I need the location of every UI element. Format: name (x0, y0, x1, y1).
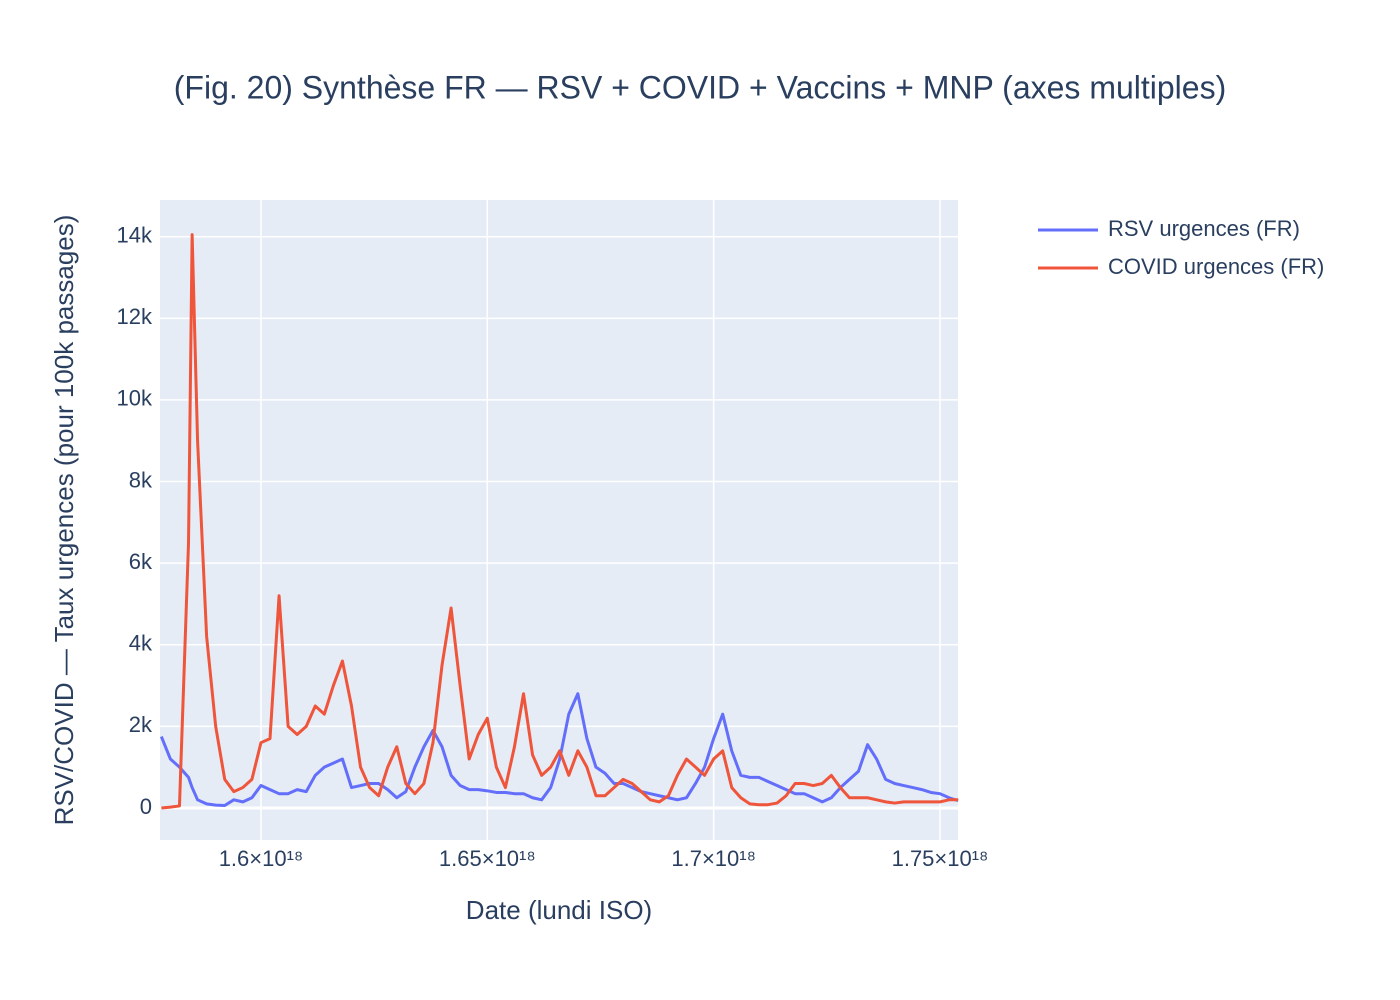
lines (159, 233, 959, 810)
y-tick-label: 4k (129, 631, 153, 656)
x-axis-title: Date (lundi ISO) (466, 895, 652, 925)
y-tick-label: 2k (129, 712, 153, 737)
y-tick-label: 8k (129, 467, 153, 492)
y-tick-label: 10k (117, 386, 153, 411)
legend-label: COVID urgences (FR) (1108, 254, 1324, 279)
y-tick-label: 6k (129, 549, 153, 574)
y-tick-label: 0 (140, 794, 152, 819)
y-axis-title: RSV/COVID — Taux urgences (pour 100k pas… (49, 215, 79, 826)
legend: RSV urgences (FR) COVID urgences (FR) (1038, 216, 1324, 279)
x-tick-label: 1.75×10¹⁸ (892, 846, 989, 871)
legend-label: RSV urgences (FR) (1108, 216, 1300, 241)
y-tick-label: 14k (117, 223, 153, 248)
plot-area (160, 200, 958, 840)
series-line (161, 233, 959, 810)
x-tick-label: 1.6×10¹⁸ (219, 846, 304, 871)
chart-title: (Fig. 20) Synthèse FR — RSV + COVID + Va… (174, 69, 1226, 105)
series-line (159, 692, 959, 808)
grid (160, 200, 958, 840)
y-tick-label: 12k (117, 304, 153, 329)
x-tick-label: 1.7×10¹⁸ (671, 846, 756, 871)
x-tick-label: 1.65×10¹⁸ (439, 846, 536, 871)
